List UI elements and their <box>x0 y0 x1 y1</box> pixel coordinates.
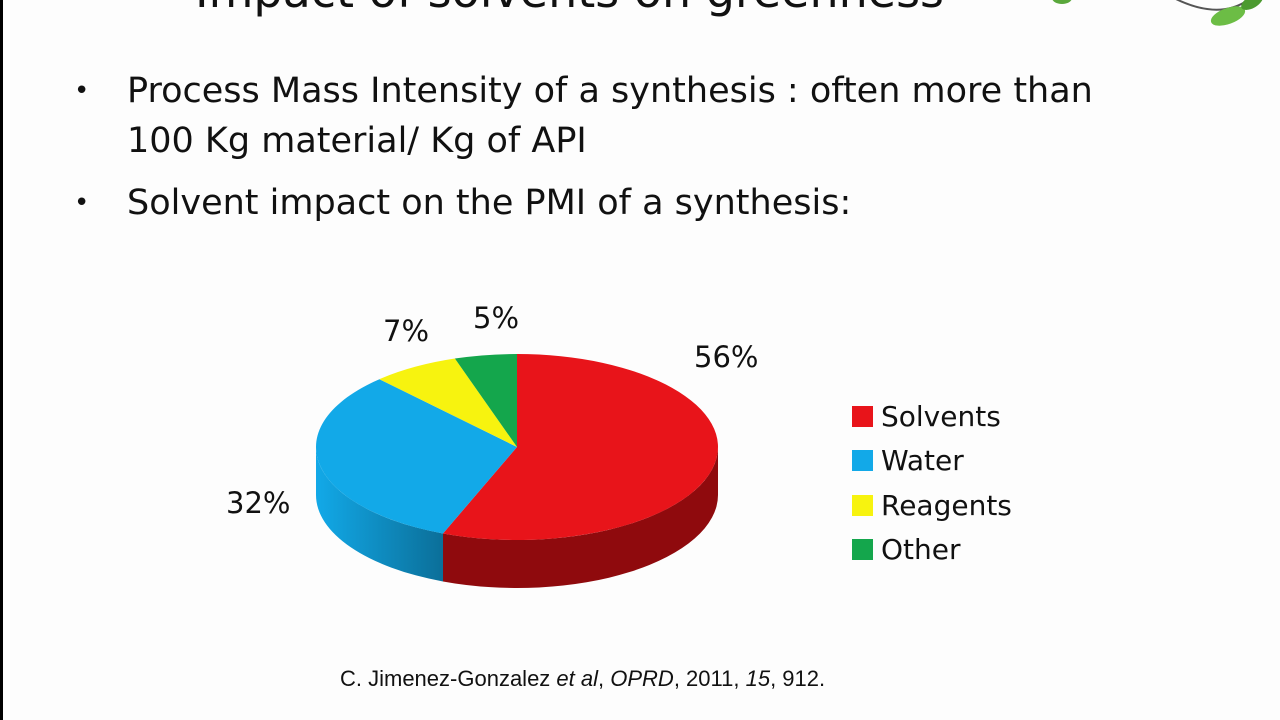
citation-pages: , 912. <box>770 666 826 691</box>
citation-authors: C. Jimenez-Gonzalez <box>340 666 557 691</box>
bullet-item: • Process Mass Intensity of a synthesis … <box>70 66 1170 166</box>
legend-item-other: Other <box>852 528 1012 573</box>
legend-item-solvents: Solvents <box>852 394 1012 439</box>
legend-item-water: Water <box>852 439 1012 484</box>
bullet-marker: • <box>74 76 90 106</box>
legend-label: Water <box>881 444 964 478</box>
citation-sep: , <box>598 666 611 691</box>
bullet-item: • Solvent impact on the PMI of a synthes… <box>70 178 1170 228</box>
chart-legend: Solvents Water Reagents Other <box>852 394 1012 572</box>
slice-label-solvents: 56% <box>694 340 759 374</box>
logo-icon <box>1052 0 1263 26</box>
slice-label-reagents: 7% <box>383 314 430 348</box>
bullet-text: Solvent impact on the PMI of a synthesis… <box>127 183 852 223</box>
citation-volume: 15 <box>745 666 771 691</box>
pie-slice-side-solvents <box>443 447 718 588</box>
slide-title: Impact of solvents on greenness <box>195 0 995 14</box>
legend-label: Other <box>881 533 961 567</box>
bullet-text: Process Mass Intensity of a synthesis : … <box>127 71 1093 161</box>
legend-swatch <box>852 405 873 427</box>
legend-swatch <box>852 450 873 472</box>
pie-slice-other <box>454 354 517 447</box>
slice-label-water: 32% <box>226 486 291 520</box>
legend-item-reagents: Reagents <box>852 483 1012 528</box>
legend-swatch <box>852 539 873 561</box>
slice-label-other: 5% <box>473 301 520 335</box>
citation-etal: et al <box>556 666 599 691</box>
bullet-list: • Process Mass Intensity of a synthesis … <box>70 66 1170 240</box>
legend-label: Reagents <box>881 488 1012 522</box>
citation: C. Jimenez-Gonzalez et al, OPRD, 2011, 1… <box>340 666 825 692</box>
citation-year: , 2011, <box>673 666 746 691</box>
slide-border <box>0 0 3 720</box>
pie-slice-water <box>315 379 517 534</box>
citation-journal: OPRD <box>610 666 674 691</box>
pie-slice-solvents <box>443 354 718 540</box>
pie-slice-side-water <box>316 447 444 582</box>
legend-label: Solvents <box>881 399 1001 433</box>
bullet-marker: • <box>74 188 90 218</box>
legend-swatch <box>852 494 873 516</box>
pie-slice-reagents <box>379 358 517 447</box>
